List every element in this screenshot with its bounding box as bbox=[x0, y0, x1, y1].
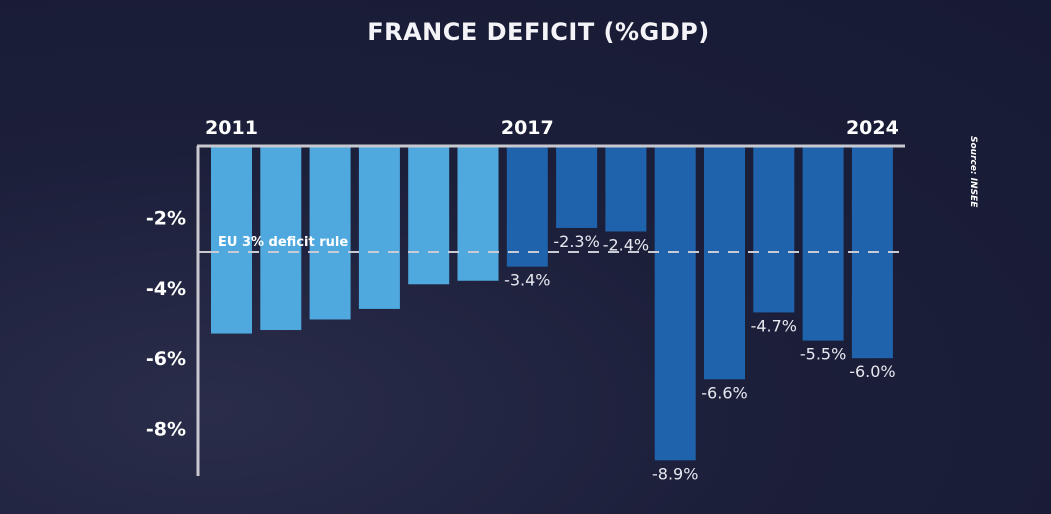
source-note: Source: INSEE bbox=[968, 136, 978, 208]
value-label-2024: -6.0% bbox=[849, 362, 895, 381]
year-label-2017: 2017 bbox=[501, 117, 554, 139]
bar-2016 bbox=[457, 147, 499, 281]
bar-2014 bbox=[358, 147, 400, 309]
value-label-2017: -3.4% bbox=[504, 271, 550, 290]
bar-2015 bbox=[408, 147, 450, 285]
value-labels: -3.4% -2.3% -2.4% -8.9% -6.6% -4.7%-5.5%-6.0% bbox=[504, 232, 896, 483]
value-label-2023: -5.5% bbox=[800, 345, 846, 364]
y-ticks: -2% -4% -6% -8% bbox=[146, 207, 186, 440]
bar-2011 bbox=[211, 147, 252, 334]
bar-2022 bbox=[753, 147, 795, 313]
y-tick-label: -6% bbox=[146, 348, 186, 370]
year-label-2011: 2011 bbox=[205, 117, 258, 139]
chart-title: FRANCE DEFICIT (%GDP) bbox=[367, 18, 710, 46]
value-label-2018: -2.3% bbox=[553, 232, 599, 251]
bar-2012 bbox=[260, 147, 302, 331]
y-tick-label: -8% bbox=[146, 419, 186, 441]
value-label-2019: -2.4% bbox=[603, 235, 649, 254]
bar-2018 bbox=[556, 147, 598, 228]
bar-2021 bbox=[704, 147, 745, 380]
y-tick-label: -4% bbox=[146, 278, 186, 300]
y-tick-label: -2% bbox=[146, 207, 186, 229]
year-label-2024: 2024 bbox=[846, 117, 899, 139]
bar-2017 bbox=[506, 147, 548, 267]
bar-2019 bbox=[605, 147, 647, 232]
year-labels: 2011 2017 2024 bbox=[205, 117, 899, 139]
eu-deficit-rule-label: EU 3% deficit rule bbox=[218, 235, 348, 250]
value-label-2020: -8.9% bbox=[652, 464, 698, 483]
bars-group bbox=[211, 147, 893, 461]
bar-2020 bbox=[654, 147, 696, 461]
bar-2013 bbox=[309, 147, 351, 320]
bar-2023 bbox=[802, 147, 844, 341]
value-label-2022: -4.7% bbox=[751, 316, 797, 335]
value-label-2021: -6.6% bbox=[701, 383, 747, 402]
